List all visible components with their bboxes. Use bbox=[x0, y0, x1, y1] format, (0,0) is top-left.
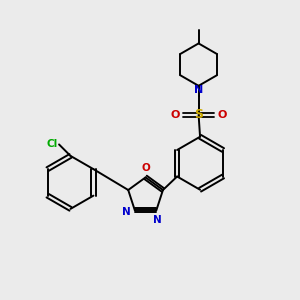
Text: O: O bbox=[141, 163, 150, 173]
Text: N: N bbox=[153, 215, 162, 225]
Text: Cl: Cl bbox=[46, 139, 58, 149]
Text: O: O bbox=[170, 110, 180, 120]
Text: N: N bbox=[194, 85, 203, 94]
Text: N: N bbox=[122, 207, 130, 217]
Text: O: O bbox=[218, 110, 227, 120]
Text: S: S bbox=[194, 108, 203, 121]
